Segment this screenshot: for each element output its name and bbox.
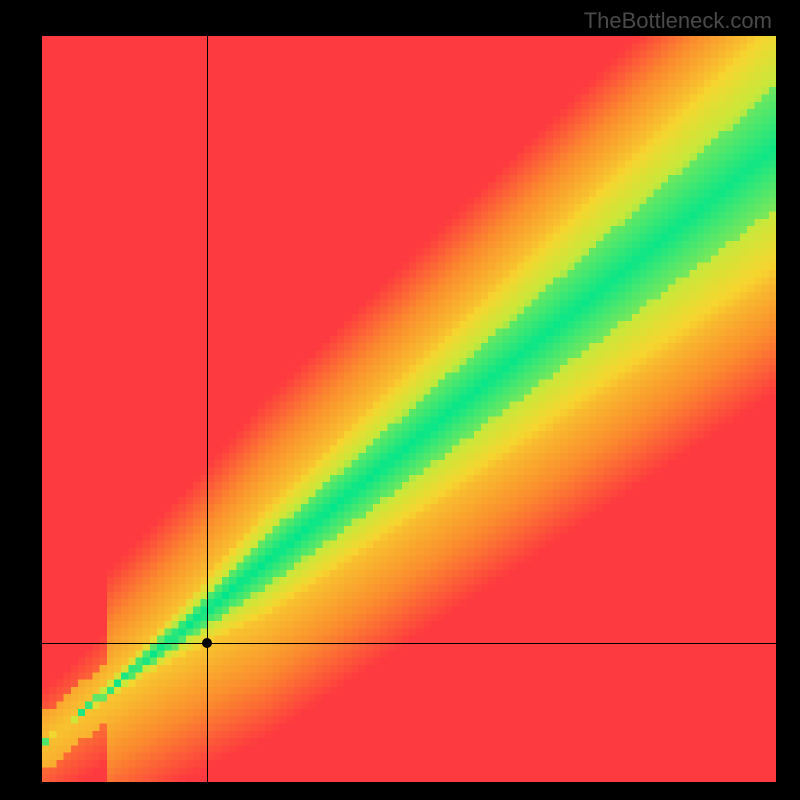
heatmap-canvas xyxy=(42,36,776,782)
crosshair-vertical xyxy=(207,36,208,782)
heatmap-plot xyxy=(42,36,776,782)
chart-container: TheBottleneck.com xyxy=(0,0,800,800)
point-marker xyxy=(202,638,212,648)
crosshair-horizontal xyxy=(42,643,776,644)
watermark-text: TheBottleneck.com xyxy=(584,8,772,34)
